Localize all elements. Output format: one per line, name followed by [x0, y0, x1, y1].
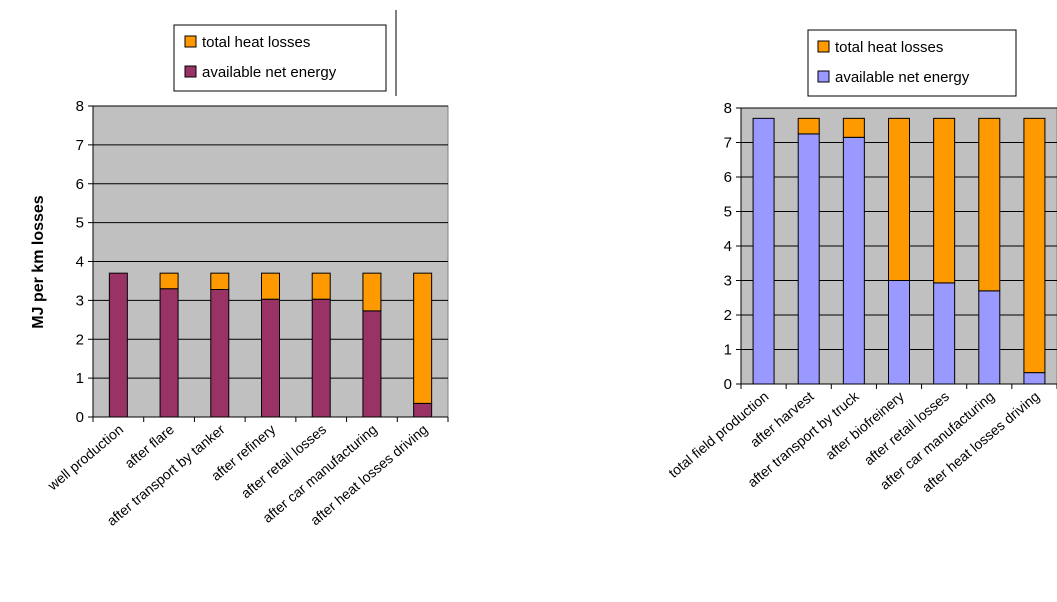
y-tick-label: 8 — [724, 100, 732, 117]
bar-available-net-energy-well-production — [108, 272, 128, 418]
legend-label-available-net-energy: available net energy — [835, 69, 970, 86]
bar-total-heat-losses-after-heat-losses-driving — [413, 272, 433, 404]
bar-total-heat-losses-after-heat-losses-driving — [1023, 117, 1046, 374]
y-axis-title: MJ per km losses — [30, 195, 47, 329]
bar-available-net-energy-after-biofreinery — [888, 280, 910, 385]
y-axis: 0 1 2 3 4 5 6 7 8 — [724, 100, 742, 393]
bar-total-heat-losses-after-retail-losses — [311, 272, 331, 300]
bar-available-net-energy-after-harvest — [797, 133, 820, 385]
bar-available-net-energy-after-heat-losses-driving — [1023, 372, 1046, 385]
legend-label-available-net-energy: available net energy — [202, 64, 337, 81]
y-tick-label: 7 — [724, 135, 732, 152]
y-tick-label: 0 — [724, 376, 732, 393]
y-tick-label: 4 — [76, 254, 84, 271]
bar-available-net-energy-after-heat-losses-driving — [413, 402, 433, 418]
legend-label-total-heat-losses: total heat losses — [202, 34, 310, 51]
x-tick-label: well production — [44, 421, 127, 494]
y-tick-label: 1 — [724, 342, 732, 359]
y-tick-label: 4 — [724, 238, 732, 255]
bar-available-net-energy-after-refinery — [261, 298, 280, 418]
y-tick-label: 3 — [724, 273, 732, 290]
bar-available-net-energy-after-retail-losses — [933, 282, 956, 385]
bar-available-net-energy-after-retail-losses — [311, 298, 331, 418]
legend-box — [807, 29, 1017, 97]
bar-available-net-energy-total-field-production — [752, 117, 775, 385]
y-tick-label: 6 — [724, 169, 732, 186]
y-tick-label: 5 — [76, 215, 84, 232]
bars — [752, 117, 1046, 385]
y-tick-label: 2 — [76, 331, 84, 348]
chart-left: total heat losses available net energy 0… — [30, 24, 449, 529]
y-tick-label: 7 — [76, 137, 84, 154]
chart-right: total heat losses available net energy 0… — [665, 29, 1057, 495]
bar-total-heat-losses-after-transport-by-truck — [842, 117, 865, 138]
legend-label-total-heat-losses: total heat losses — [835, 39, 943, 56]
y-tick-label: 3 — [76, 292, 84, 309]
legend-swatch-total-heat-losses — [817, 40, 830, 53]
legend-swatch-total-heat-losses — [184, 35, 197, 48]
y-tick-label: 5 — [724, 204, 732, 221]
legend-swatch-available-net-energy — [817, 70, 830, 83]
bar-total-heat-losses-after-harvest — [797, 117, 820, 135]
bar-available-net-energy-after-transport-by-tanker — [210, 288, 230, 418]
bar-available-net-energy-after-flare — [159, 288, 179, 418]
bar-total-heat-losses-after-car-manufacturing — [362, 272, 382, 312]
bar-total-heat-losses-after-flare — [159, 272, 179, 290]
bar-total-heat-losses-after-biofreinery — [888, 117, 910, 281]
y-tick-label: 6 — [76, 176, 84, 193]
legend-swatch-available-net-energy — [184, 65, 197, 78]
x-tick-label: after retail losses — [238, 421, 329, 501]
y-tick-label: 8 — [76, 98, 84, 115]
y-tick-label: 1 — [76, 370, 84, 387]
bar-total-heat-losses-after-refinery — [261, 272, 280, 300]
bar-total-heat-losses-after-retail-losses — [933, 117, 956, 284]
bar-total-heat-losses-after-car-manufacturing — [978, 117, 1001, 292]
y-tick-label: 2 — [724, 307, 732, 324]
legend-box — [173, 24, 387, 92]
y-tick-label: 0 — [76, 409, 84, 426]
bar-available-net-energy-after-transport-by-truck — [842, 136, 865, 385]
bar-total-heat-losses-after-transport-by-tanker — [210, 272, 230, 290]
bars — [108, 272, 433, 418]
bar-available-net-energy-after-car-manufacturing — [978, 290, 1001, 385]
bar-available-net-energy-after-car-manufacturing — [362, 310, 382, 418]
y-axis: 0 1 2 3 4 5 6 7 8 — [76, 98, 94, 426]
